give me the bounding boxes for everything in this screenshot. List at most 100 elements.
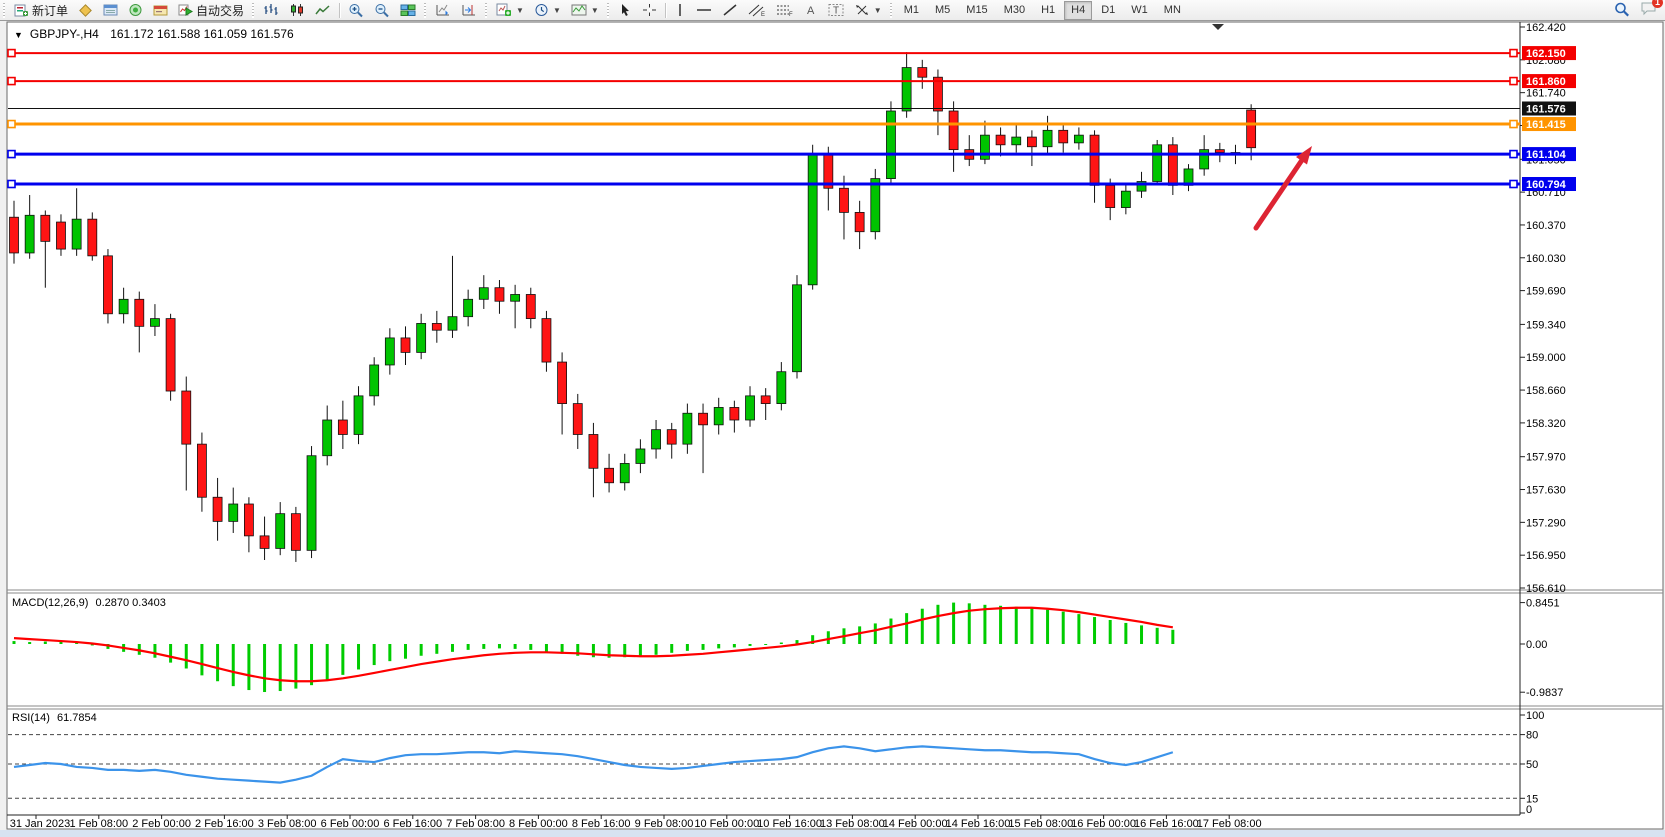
vertical-line-icon — [679, 4, 681, 16]
candle-body — [651, 429, 661, 450]
line-handle-right[interactable] — [1509, 76, 1518, 86]
trend-arrow-line[interactable] — [1253, 157, 1305, 231]
candle-body — [572, 403, 583, 435]
auto-scroll-button[interactable] — [430, 0, 456, 20]
arrows-button[interactable]: ▼ — [849, 0, 887, 20]
toolbar-grip[interactable] — [423, 2, 429, 18]
candle-body — [948, 110, 959, 151]
line-handle-left[interactable] — [7, 119, 16, 129]
tf-button-H1[interactable]: H1 — [1041, 4, 1056, 16]
periods-button[interactable]: ▼ — [529, 0, 566, 20]
tf-button-W1[interactable]: W1 — [1131, 4, 1148, 16]
zoom-in-button[interactable] — [343, 0, 369, 20]
candle-body — [933, 76, 943, 112]
main-toolbar: 新订单 自动交易 ▼ — [0, 0, 1665, 21]
tf-button-M5[interactable]: M5 — [935, 4, 951, 16]
horizontal-line-button[interactable] — [691, 0, 717, 20]
search-icon[interactable] — [1614, 2, 1630, 18]
tf-button-D1[interactable]: D1 — [1101, 4, 1116, 16]
cursor-button[interactable] — [613, 0, 637, 20]
candlestick-chart-button[interactable] — [284, 0, 310, 20]
clock-icon — [535, 4, 548, 16]
price-tick-label: 160.370 — [1526, 220, 1566, 232]
zoom-out-button[interactable] — [369, 0, 395, 20]
date-label: 8 Feb 16:00 — [572, 818, 631, 830]
toolbar-grip[interactable] — [484, 2, 490, 18]
navigator-icon — [129, 4, 142, 16]
trend-arrow-head[interactable] — [1296, 146, 1312, 165]
line-chart-button[interactable] — [310, 0, 336, 20]
tf-button-M15[interactable]: M15 — [966, 4, 988, 16]
terminal-button[interactable] — [148, 0, 173, 20]
zoom-out-icon — [375, 3, 389, 17]
date-label: 2 Feb 00:00 — [132, 818, 191, 830]
price-line-badge-label: 161.415 — [1526, 119, 1566, 131]
auto-trading-button[interactable]: 自动交易 — [173, 0, 249, 20]
text-button[interactable]: A — [799, 0, 823, 20]
svg-text:T: T — [833, 6, 839, 17]
equidistant-channel-button[interactable]: E — [743, 0, 771, 20]
chart-shift-marker[interactable] — [1212, 24, 1224, 30]
macd-values: 0.2870 0.3403 — [95, 597, 166, 609]
candle-body — [1011, 136, 1022, 146]
candle-body — [384, 337, 395, 366]
navigator-button[interactable] — [123, 0, 148, 20]
bar-chart-button[interactable] — [258, 0, 284, 20]
price-line-badge-label: 161.576 — [1526, 103, 1566, 115]
vertical-line-button[interactable] — [669, 0, 691, 20]
line-handle-left[interactable] — [7, 48, 16, 58]
data-window-button[interactable] — [98, 0, 123, 20]
candle-body — [619, 463, 630, 484]
tf-button-MN[interactable]: MN — [1163, 4, 1181, 16]
date-label: 14 Feb 16:00 — [946, 818, 1011, 830]
price-tick-label: 156.950 — [1526, 550, 1566, 562]
fibonacci-button[interactable]: F — [771, 0, 799, 20]
line-handle-right[interactable] — [1509, 179, 1518, 189]
toolbar-grip[interactable] — [605, 2, 611, 18]
trendline-button[interactable] — [717, 0, 743, 20]
candle-body — [353, 395, 364, 435]
candle-body — [118, 298, 129, 315]
crosshair-button[interactable] — [637, 0, 662, 20]
price-line-badge — [1522, 177, 1576, 192]
templates-button[interactable]: ▼ — [566, 0, 604, 20]
new-chart-button[interactable]: ▼ — [491, 0, 529, 20]
notifications-button[interactable]: 1 — [1640, 0, 1663, 19]
candle-body — [165, 318, 176, 392]
chart-title-bar: ▼ GBPJPY-,H4 161.172 161.588 161.059 161.… — [14, 27, 294, 41]
new-order-button[interactable]: 新订单 — [9, 0, 73, 20]
dropdown-caret: ▼ — [516, 5, 524, 15]
line-handle-right[interactable] — [1509, 48, 1518, 58]
candle-body — [228, 503, 239, 522]
tf-button-M1[interactable]: M1 — [903, 4, 919, 16]
text-label-icon: T — [828, 4, 844, 17]
tf-button-M30[interactable]: M30 — [1003, 4, 1026, 16]
one-click-trading-arrow[interactable]: ▼ — [14, 30, 23, 40]
toolbar-grip[interactable] — [251, 2, 257, 18]
line-handle-left[interactable] — [7, 76, 16, 86]
candle-body — [150, 318, 160, 327]
candle-body — [901, 67, 912, 112]
line-handle-right[interactable] — [1509, 119, 1518, 129]
price-tick-label: 157.970 — [1526, 452, 1566, 464]
price-line-badge — [1522, 74, 1576, 89]
line-handle-left[interactable] — [7, 179, 16, 189]
candle-body — [980, 134, 990, 160]
market-watch-button[interactable] — [73, 0, 98, 20]
chart-shift-button[interactable] — [456, 0, 482, 20]
price-line-badge-label: 160.794 — [1526, 179, 1567, 191]
toolbar-grip[interactable] — [2, 2, 7, 18]
trendline-icon — [723, 4, 737, 16]
date-label: 10 Feb 00:00 — [694, 818, 759, 830]
tile-windows-button[interactable] — [395, 0, 421, 20]
price-line-badge — [1522, 101, 1576, 116]
text-label-button[interactable]: T — [823, 0, 849, 20]
line-handle-right[interactable] — [1509, 149, 1518, 159]
line-handle-left[interactable] — [7, 149, 16, 159]
candle-body — [369, 364, 380, 397]
date-label: 1 Feb 08:00 — [69, 818, 128, 830]
auto-scroll-icon — [436, 4, 450, 16]
tf-button-H4[interactable]: H4 — [1064, 0, 1093, 20]
toolbar-grip[interactable] — [888, 2, 894, 18]
